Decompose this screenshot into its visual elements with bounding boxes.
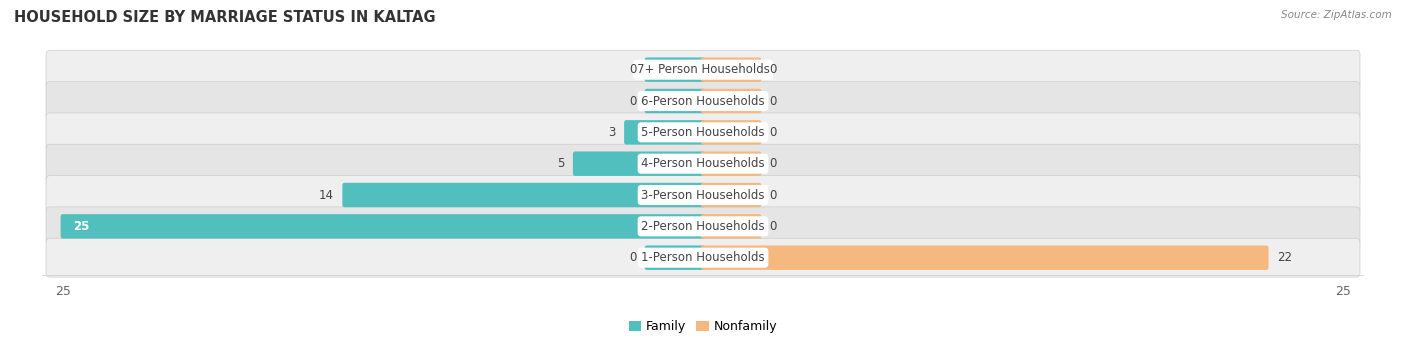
Text: 0: 0 <box>769 157 778 170</box>
Text: 0: 0 <box>628 94 637 107</box>
Text: 0: 0 <box>769 94 778 107</box>
FancyBboxPatch shape <box>702 246 1268 270</box>
FancyBboxPatch shape <box>624 120 704 145</box>
Text: 0: 0 <box>769 220 778 233</box>
Text: 0: 0 <box>769 189 778 202</box>
FancyBboxPatch shape <box>702 183 762 207</box>
Text: 4-Person Households: 4-Person Households <box>641 157 765 170</box>
Text: 5: 5 <box>557 157 565 170</box>
FancyBboxPatch shape <box>60 214 704 239</box>
FancyBboxPatch shape <box>702 151 762 176</box>
Text: Source: ZipAtlas.com: Source: ZipAtlas.com <box>1281 10 1392 20</box>
Text: 0: 0 <box>628 63 637 76</box>
FancyBboxPatch shape <box>702 214 762 239</box>
Legend: Family, Nonfamily: Family, Nonfamily <box>624 315 782 338</box>
FancyBboxPatch shape <box>644 57 704 82</box>
FancyBboxPatch shape <box>46 113 1360 152</box>
FancyBboxPatch shape <box>572 151 704 176</box>
Text: 25: 25 <box>73 220 90 233</box>
Text: HOUSEHOLD SIZE BY MARRIAGE STATUS IN KALTAG: HOUSEHOLD SIZE BY MARRIAGE STATUS IN KAL… <box>14 10 436 25</box>
FancyBboxPatch shape <box>46 81 1360 120</box>
FancyBboxPatch shape <box>702 89 762 113</box>
Text: 22: 22 <box>1277 251 1292 264</box>
Text: 0: 0 <box>628 251 637 264</box>
FancyBboxPatch shape <box>46 50 1360 89</box>
FancyBboxPatch shape <box>702 57 762 82</box>
Text: 7+ Person Households: 7+ Person Households <box>637 63 769 76</box>
Text: 3-Person Households: 3-Person Households <box>641 189 765 202</box>
FancyBboxPatch shape <box>46 238 1360 277</box>
FancyBboxPatch shape <box>702 120 762 145</box>
Text: 0: 0 <box>769 126 778 139</box>
FancyBboxPatch shape <box>644 89 704 113</box>
FancyBboxPatch shape <box>46 176 1360 214</box>
FancyBboxPatch shape <box>644 246 704 270</box>
Text: 14: 14 <box>319 189 335 202</box>
FancyBboxPatch shape <box>46 144 1360 183</box>
FancyBboxPatch shape <box>46 207 1360 246</box>
Text: 0: 0 <box>769 63 778 76</box>
Text: 6-Person Households: 6-Person Households <box>641 94 765 107</box>
Text: 2-Person Households: 2-Person Households <box>641 220 765 233</box>
Text: 1-Person Households: 1-Person Households <box>641 251 765 264</box>
Text: 5-Person Households: 5-Person Households <box>641 126 765 139</box>
FancyBboxPatch shape <box>343 183 704 207</box>
Text: 3: 3 <box>609 126 616 139</box>
